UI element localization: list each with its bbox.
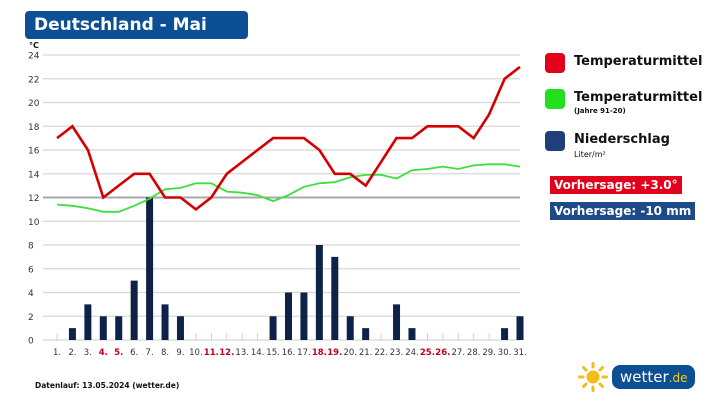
- x-tick-label: 2.: [68, 348, 76, 358]
- x-tick-label: 30.: [498, 348, 512, 358]
- wetter-logo: wetter.de: [578, 362, 696, 392]
- forecast-temperature-badge: Vorhersage: +3.0°: [550, 176, 682, 194]
- x-tick-label: 14.: [251, 348, 265, 358]
- precipitation-bar: [315, 245, 323, 340]
- precipitation-bar: [115, 316, 123, 340]
- precipitation-bar: [408, 328, 416, 340]
- legend-item-precipitation: Niederschlag Liter/m²: [545, 130, 670, 159]
- legend-label: Niederschlag: [574, 132, 670, 147]
- logo-tld: .de: [668, 371, 688, 385]
- legend-label: Temperaturmittel: [574, 90, 703, 105]
- logo-name: wetter: [620, 368, 669, 386]
- x-tick-label: 17.: [297, 348, 311, 358]
- x-tick-label: 5.: [114, 348, 123, 358]
- precipitation-bar: [176, 316, 184, 340]
- precipitation-bar: [269, 316, 277, 340]
- precipitation-bar: [516, 316, 524, 340]
- y-tick-label: 10: [28, 218, 40, 228]
- x-tick-label: 7.: [146, 348, 154, 358]
- chart-title: Deutschland - Mai: [25, 11, 248, 39]
- x-tick-label: 19.: [327, 348, 342, 358]
- x-tick-label: 3.: [84, 348, 92, 358]
- precipitation-bar: [300, 292, 308, 340]
- precipitation-bar: [146, 197, 154, 340]
- x-tick-label: 21.: [359, 348, 373, 358]
- x-tick-label: 11.: [204, 348, 219, 358]
- legend-swatch-red: [545, 53, 565, 73]
- precipitation-bar: [362, 328, 370, 340]
- x-tick-label: 6.: [130, 348, 138, 358]
- x-tick-label: 1.: [53, 348, 61, 358]
- data-run-footer: Datenlauf: 13.05.2024 (wetter.de): [35, 381, 180, 390]
- x-tick-label: 10.: [189, 348, 203, 358]
- precipitation-bar: [285, 292, 292, 340]
- x-tick-label: 25.: [420, 348, 435, 358]
- x-tick-label: 16.: [282, 348, 296, 358]
- y-tick-label: 0: [28, 337, 34, 347]
- climate-temperature-line: [56, 163, 521, 213]
- x-tick-label: 23.: [390, 348, 404, 358]
- precipitation-bar: [393, 304, 401, 340]
- precipitation-bar: [99, 316, 107, 340]
- y-tick-label: 2: [28, 313, 34, 323]
- precipitation-bar: [161, 304, 169, 340]
- precipitation-bar: [346, 316, 354, 340]
- y-tick-label: 4: [28, 289, 34, 299]
- x-tick-label: 29.: [482, 348, 496, 358]
- x-tick-label: 31.: [513, 348, 527, 358]
- y-tick-label: 20: [28, 99, 40, 109]
- y-tick-label: 8: [28, 242, 34, 252]
- legend-item-climate-temperature: Temperaturmittel (Jahre 91-20): [545, 88, 702, 115]
- x-tick-label: 26.: [435, 348, 450, 358]
- x-tick-label: 12.: [219, 348, 234, 358]
- precipitation-bar: [130, 280, 138, 340]
- precipitation-bar: [331, 256, 339, 340]
- x-tick-label: 4.: [99, 348, 108, 358]
- legend-item-temperature: Temperaturmittel: [545, 52, 702, 73]
- y-tick-label: 22: [28, 75, 39, 85]
- x-tick-label: 22.: [374, 348, 388, 358]
- sun-icon: [578, 362, 608, 392]
- logo-wordmark: wetter.de: [612, 365, 696, 389]
- precipitation-bar: [84, 304, 92, 340]
- legend-sublabel: Liter/m²: [574, 150, 606, 159]
- x-tick-label: 18.: [312, 348, 327, 358]
- x-tick-label: 28.: [467, 348, 481, 358]
- y-tick-label: 16: [28, 147, 40, 157]
- x-tick-label: 24.: [405, 348, 419, 358]
- x-tick-label: 9.: [176, 348, 184, 358]
- x-tick-label: 13.: [235, 348, 249, 358]
- legend-sublabel: (Jahre 91-20): [574, 107, 626, 115]
- x-tick-label: 27.: [452, 348, 466, 358]
- legend-swatch-green: [545, 89, 565, 109]
- y-tick-label: 24: [28, 52, 40, 62]
- precipitation-bar: [501, 328, 509, 340]
- legend-label: Temperaturmittel: [574, 54, 703, 69]
- temperature-line: [56, 65, 521, 212]
- y-tick-label: 18: [28, 123, 40, 133]
- x-tick-label: 8.: [161, 348, 169, 358]
- forecast-precipitation-badge: Vorhersage: -10 mm: [550, 202, 696, 220]
- legend-swatch-blue: [545, 131, 565, 151]
- y-tick-label: 6: [28, 265, 34, 275]
- y-tick-label: 12: [28, 194, 39, 204]
- x-tick-label: 15.: [266, 348, 280, 358]
- precipitation-bar: [68, 328, 76, 340]
- y-axis-unit: °C: [29, 41, 39, 50]
- y-tick-label: 14: [28, 170, 40, 180]
- x-tick-label: 20.: [343, 348, 357, 358]
